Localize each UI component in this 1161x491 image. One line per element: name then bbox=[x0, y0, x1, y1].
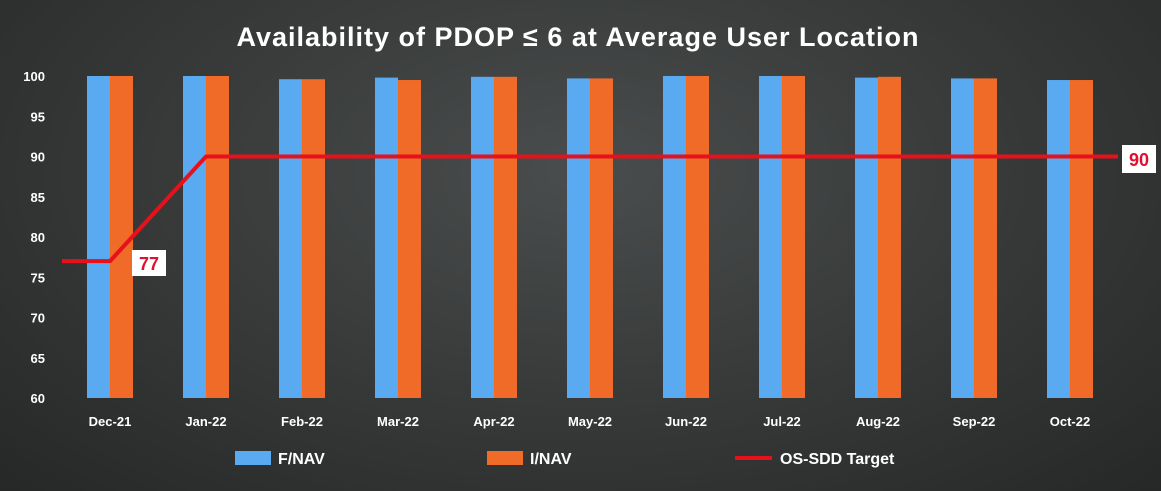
bar-fnav bbox=[855, 77, 878, 399]
legend-swatch-inav bbox=[487, 451, 523, 465]
bar-fnav bbox=[375, 77, 398, 399]
target-label-start: 77 bbox=[139, 254, 159, 274]
x-tick-label: Apr-22 bbox=[473, 414, 514, 429]
legend-label-fnav: F/NAV bbox=[278, 451, 325, 468]
y-tick-label: 85 bbox=[31, 190, 45, 205]
x-axis-ticks: Dec-21 Jan-22 Feb-22 Mar-22 Apr-22 May-22 Jun-… bbox=[89, 414, 1091, 429]
bar-inav bbox=[590, 78, 613, 398]
legend-label-target: OS-SDD Target bbox=[780, 451, 895, 468]
y-tick-label: 80 bbox=[31, 230, 45, 245]
x-tick-label: Jun-22 bbox=[665, 414, 707, 429]
bar-inav bbox=[878, 76, 901, 399]
target-line bbox=[62, 154, 1118, 264]
bar-inav bbox=[302, 79, 325, 398]
bar-inav bbox=[782, 76, 805, 398]
y-tick-label: 100 bbox=[23, 69, 45, 84]
x-tick-label: Mar-22 bbox=[377, 414, 419, 429]
y-tick-label: 95 bbox=[31, 109, 45, 124]
y-axis-ticks: 100 95 90 85 80 75 70 65 60 bbox=[23, 69, 45, 406]
x-tick-label: Sep-22 bbox=[953, 414, 996, 429]
bar-fnav bbox=[1047, 80, 1070, 399]
x-tick-label: Jul-22 bbox=[763, 414, 801, 429]
y-tick-label: 70 bbox=[31, 311, 45, 326]
legend: F/NAV I/NAV OS-SDD Target bbox=[235, 451, 895, 468]
x-tick-label: Oct-22 bbox=[1050, 414, 1090, 429]
x-tick-label: Dec-21 bbox=[89, 414, 132, 429]
bar-inav bbox=[1070, 80, 1093, 399]
bars-group bbox=[87, 76, 1093, 399]
target-label-end: 90 bbox=[1129, 150, 1149, 170]
y-tick-label: 60 bbox=[31, 391, 45, 406]
bar-inav bbox=[110, 76, 133, 398]
bar-inav bbox=[974, 78, 997, 398]
x-tick-label: Jan-22 bbox=[185, 414, 226, 429]
x-tick-label: Feb-22 bbox=[281, 414, 323, 429]
y-tick-label: 75 bbox=[31, 270, 45, 285]
chart-title: Availability of PDOP ≤ 6 at Average User… bbox=[236, 22, 919, 52]
target-label-box-start bbox=[132, 250, 166, 276]
bar-inav bbox=[686, 76, 709, 398]
bar-fnav bbox=[951, 78, 974, 398]
bar-fnav bbox=[87, 76, 110, 398]
bar-fnav bbox=[759, 76, 782, 398]
bar-fnav bbox=[279, 79, 302, 398]
target-label-box-end bbox=[1122, 145, 1156, 173]
bar-inav bbox=[398, 80, 421, 399]
bar-inav bbox=[206, 76, 229, 398]
y-tick-label: 65 bbox=[31, 351, 45, 366]
bar-fnav bbox=[663, 76, 686, 398]
x-tick-label: May-22 bbox=[568, 414, 612, 429]
y-tick-label: 90 bbox=[31, 150, 45, 165]
bar-fnav bbox=[183, 76, 206, 398]
bar-fnav bbox=[567, 78, 590, 398]
legend-label-inav: I/NAV bbox=[530, 451, 572, 468]
legend-swatch-fnav bbox=[235, 451, 271, 465]
bar-inav bbox=[494, 76, 517, 399]
bar-fnav bbox=[471, 76, 494, 399]
x-tick-label: Aug-22 bbox=[856, 414, 900, 429]
target-line-group: 77 90 bbox=[62, 145, 1156, 276]
